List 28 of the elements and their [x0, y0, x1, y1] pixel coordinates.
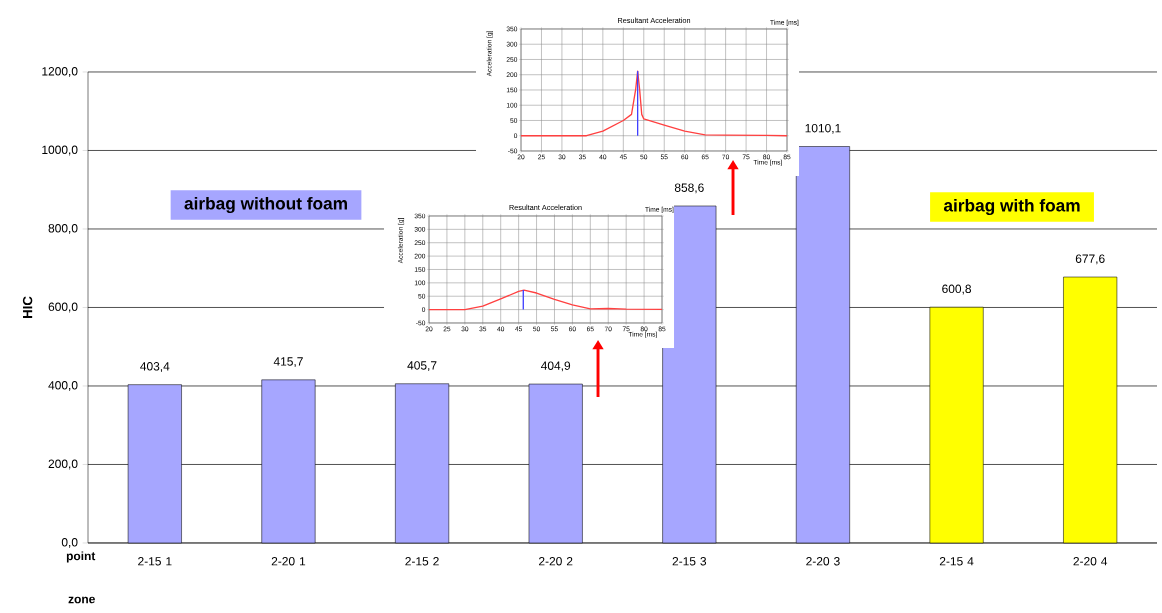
text: point — [66, 551, 96, 563]
data-label: 415,7 — [273, 357, 303, 368]
data-label: 600,8 — [942, 284, 971, 295]
annotation: airbag with foam — [943, 198, 1080, 216]
x-tick-label: 2-15 1 — [138, 557, 172, 566]
x-tick-label: 2-20 2 — [539, 557, 573, 566]
x-tick-label: 2-20 1 — [271, 557, 306, 566]
y-tick-label: 800,0 — [48, 224, 78, 234]
y-tick-label: 1200,0 — [42, 67, 78, 77]
data-label: 404,9 — [541, 361, 571, 372]
y-tick-label: 1000,0 — [42, 145, 78, 156]
y-axis-title: HIC — [22, 296, 33, 319]
x-tick-label: 2-15 2 — [405, 557, 439, 566]
text: zone — [68, 596, 95, 604]
x-tick-label: 2-15 4 — [939, 557, 974, 566]
data-label: 405,7 — [407, 361, 437, 372]
y-tick-label: 600,0 — [48, 302, 78, 313]
x-tick-label: 2-20 4 — [1073, 557, 1108, 566]
annotation: airbag without foam — [184, 196, 347, 214]
data-label: 858,6 — [674, 183, 704, 194]
data-label: 677,6 — [1075, 254, 1105, 265]
y-tick-label: 400,0 — [48, 381, 78, 391]
y-tick-label: 0,0 — [61, 538, 78, 548]
x-tick-label: 2-15 3 — [672, 557, 707, 566]
data-label: 403,4 — [140, 362, 170, 372]
y-tick-label: 200,0 — [48, 459, 78, 470]
data-label: 1010,1 — [805, 123, 841, 134]
x-tick-label: 2-20 3 — [806, 557, 840, 566]
